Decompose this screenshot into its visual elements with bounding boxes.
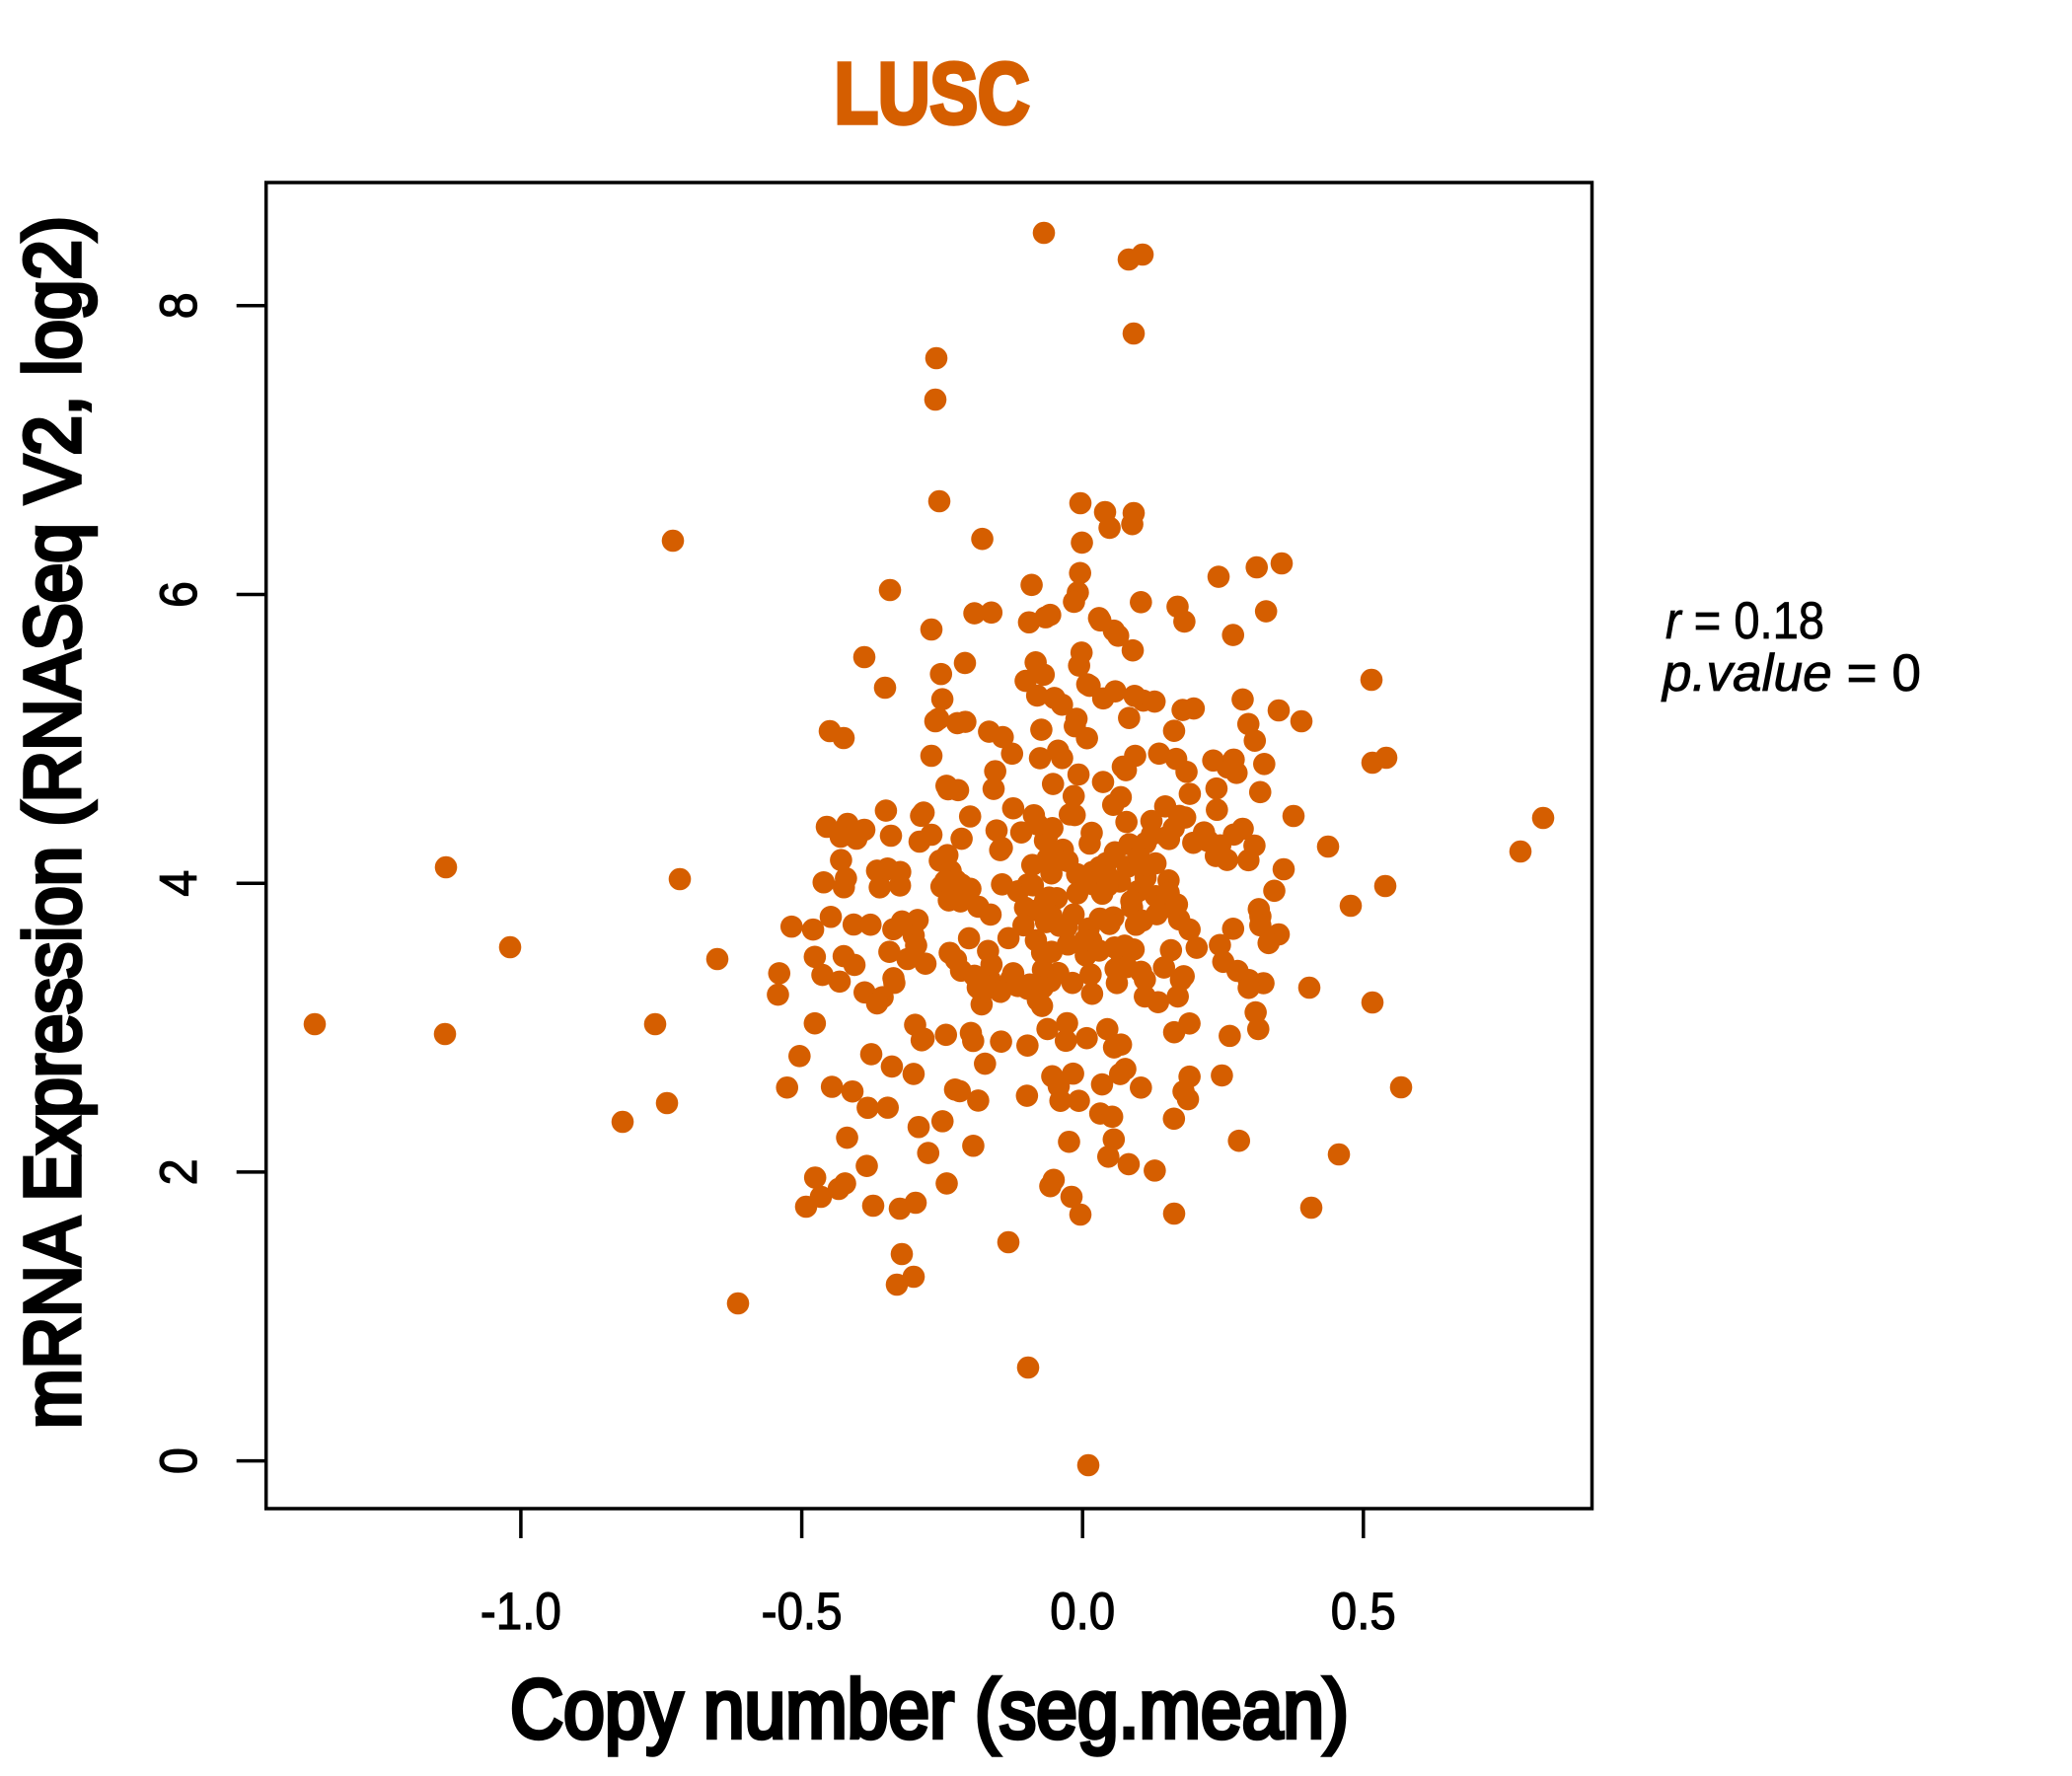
- svg-text:8: 8: [150, 292, 208, 319]
- svg-text:mRNA Expression (RNASeq V2, lo: mRNA Expression (RNASeq V2, log2): [9, 216, 97, 1429]
- svg-text:0.0: 0.0: [1050, 1583, 1115, 1641]
- svg-text:Copy number (seg.mean): Copy number (seg.mean): [510, 1663, 1349, 1755]
- svg-text:LUSC: LUSC: [835, 46, 1030, 142]
- svg-text:0.5: 0.5: [1331, 1583, 1396, 1641]
- svg-text:6: 6: [150, 581, 208, 608]
- svg-text:-1.0: -1.0: [481, 1583, 561, 1641]
- svg-text:0: 0: [150, 1447, 208, 1474]
- svg-text:-0.5: -0.5: [762, 1583, 843, 1641]
- svg-text:2: 2: [150, 1158, 208, 1185]
- svg-text:4: 4: [150, 870, 208, 897]
- svg-text:p.value = 0: p.value = 0: [1661, 644, 1921, 703]
- svg-text:r = 0.18: r = 0.18: [1665, 592, 1824, 650]
